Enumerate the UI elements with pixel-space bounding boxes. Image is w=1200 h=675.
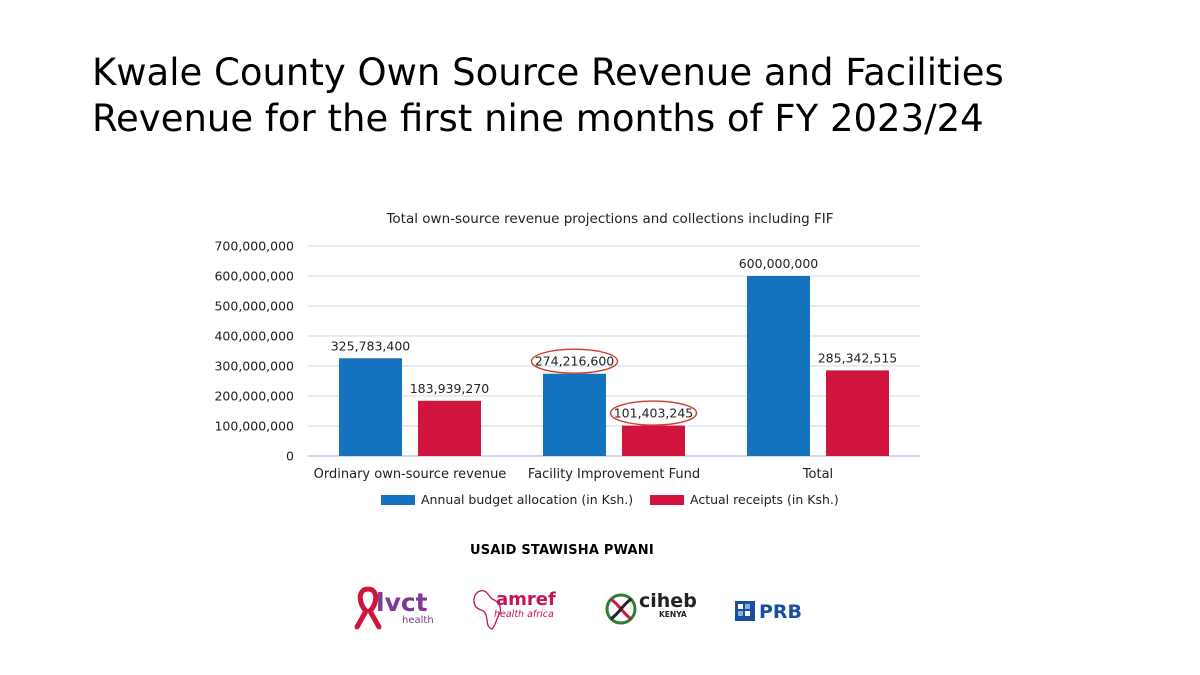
y-tick-label: 300,000,000	[214, 359, 294, 374]
chart-title: Total own-source revenue projections and…	[385, 211, 833, 227]
chart-legend: Annual budget allocation (in Ksh.) Actual…	[381, 492, 839, 507]
sponsor-label: USAID STAWISHA PWANI	[470, 543, 654, 558]
dna-helix-icon	[605, 593, 637, 625]
legend-swatch-actual	[650, 495, 684, 505]
red-ribbon-icon	[354, 586, 382, 630]
y-tick-label: 0	[286, 449, 294, 464]
actual-bar	[826, 370, 889, 456]
ciheb-kenya-logo: ciheb KENYA	[603, 585, 707, 635]
amref-logo-subtext: health africa	[494, 609, 554, 620]
lvct-health-logo: lvct health	[354, 585, 438, 635]
data-label: 285,342,515	[818, 350, 898, 365]
highlight-circle	[609, 400, 698, 426]
y-tick-label: 200,000,000	[214, 389, 294, 404]
x-category-label: Ordinary own-source revenue	[314, 467, 507, 482]
data-label: 600,000,000	[739, 256, 819, 271]
prb-logo: PRB	[733, 585, 809, 635]
chart-data-labels: 325,783,400 183,939,270 274,216,600 101,403…	[331, 256, 898, 426]
chart-bars	[339, 276, 889, 456]
actual-bar	[418, 400, 481, 456]
budget-bar	[339, 358, 402, 456]
legend-swatch-budget	[381, 495, 415, 505]
y-tick-label: 700,000,000	[214, 239, 294, 254]
data-label: 183,939,270	[410, 381, 490, 396]
data-label: 325,783,400	[331, 338, 411, 353]
data-label: 274,216,600	[535, 354, 615, 369]
x-category-label: Total	[802, 467, 833, 482]
amref-logo-text: amref	[496, 589, 556, 610]
y-tick-label: 600,000,000	[214, 269, 294, 284]
x-category-label: Facility Improvement Fund	[528, 467, 700, 482]
ciheb-logo-subtext: KENYA	[659, 610, 687, 619]
legend-label-actual: Actual receipts (in Ksh.)	[690, 492, 839, 507]
slide-title-line-2: Revenue for the first nine months of FY …	[92, 97, 984, 140]
y-tick-label: 100,000,000	[214, 419, 294, 434]
data-label: 101,403,245	[614, 406, 694, 421]
lvct-logo-subtext: health	[402, 615, 434, 626]
prb-logo-text: PRB	[759, 601, 802, 623]
slide-title: Kwale County Own Source Revenue and Faci…	[92, 50, 1152, 142]
lvct-logo-text: lvct	[376, 588, 428, 617]
prb-mark-icon	[735, 601, 755, 621]
slide-title-line-1: Kwale County Own Source Revenue and Faci…	[92, 51, 1004, 94]
highlight-circle	[530, 348, 619, 374]
africa-outline-icon	[473, 589, 502, 630]
ciheb-logo-text: ciheb	[639, 590, 697, 612]
actual-bar	[622, 425, 685, 456]
budget-bar	[543, 373, 606, 456]
x-axis-category-labels: Ordinary own-source revenue Facility Impr…	[314, 467, 834, 482]
revenue-bar-chart: Total own-source revenue projections and…	[214, 211, 920, 507]
legend-label-budget: Annual budget allocation (in Ksh.)	[421, 492, 633, 507]
y-axis-tick-labels: 0 100,000,000 200,000,000 300,000,000 400,00…	[214, 239, 294, 464]
chart-gridlines	[308, 245, 920, 457]
amref-health-africa-logo: amref health africa	[470, 585, 562, 635]
y-tick-label: 400,000,000	[214, 329, 294, 344]
y-tick-label: 500,000,000	[214, 299, 294, 314]
budget-bar	[747, 276, 810, 456]
